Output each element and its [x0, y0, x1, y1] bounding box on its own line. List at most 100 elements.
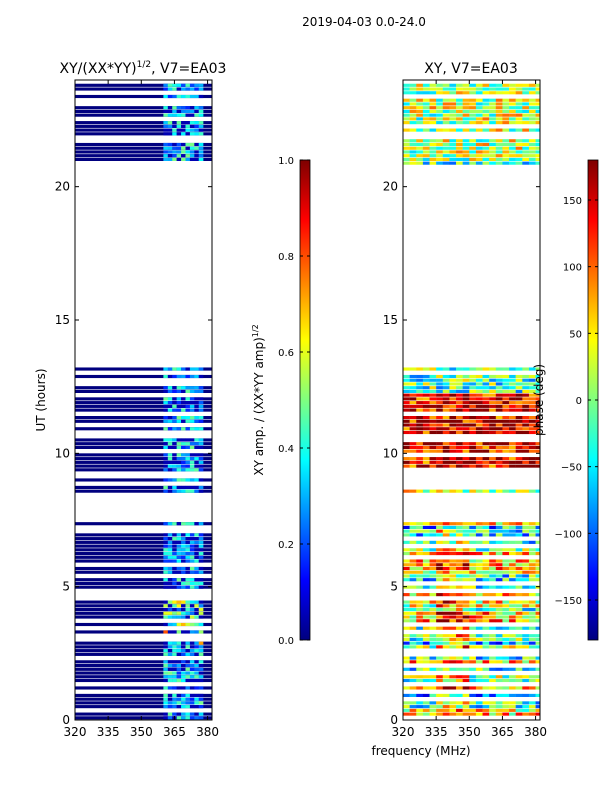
phase-cell: [509, 705, 516, 709]
phase-cell: [403, 529, 410, 533]
phase-cell: [422, 634, 430, 638]
phase-cell: [416, 604, 424, 608]
phase-cell: [449, 404, 457, 408]
phase-cell: [469, 656, 477, 660]
amplitude-cell: [163, 397, 169, 401]
phase-cell: [509, 611, 516, 615]
phase-cell: [462, 382, 470, 386]
phase-cell: [469, 611, 477, 615]
phase-cell: [489, 608, 497, 612]
phase-cell: [469, 578, 477, 582]
phase-cell: [449, 419, 457, 423]
phase-cell: [456, 83, 463, 87]
phase-cell: [436, 686, 443, 690]
phase-cell: [522, 585, 530, 589]
amplitude-base-row: [75, 705, 212, 709]
phase-cell: [535, 427, 540, 431]
amplitude-cell: [176, 611, 182, 615]
phase-cell: [416, 146, 424, 150]
phase-cell: [429, 393, 437, 397]
phase-cell: [535, 386, 540, 390]
amplitude-cell: [198, 442, 204, 446]
phase-cell: [509, 660, 516, 664]
phase-cell: [489, 641, 497, 645]
amplitude-cell: [163, 367, 169, 371]
amplitude-cell: [172, 374, 177, 379]
amplitude-cell: [172, 106, 177, 110]
phase-cell: [502, 157, 510, 161]
phase-cell: [482, 645, 490, 649]
phase-cell: [475, 626, 483, 630]
phase-cell: [522, 705, 530, 709]
phase-cell: [495, 559, 503, 563]
amplitude-cell: [194, 83, 199, 87]
phase-cell: [442, 548, 450, 552]
amplitude-cell: [167, 408, 173, 412]
phase-cell: [495, 150, 503, 154]
amplitude-cell: [181, 397, 186, 401]
amplitude-cell: [172, 570, 177, 574]
amplitude-cell: [172, 675, 177, 679]
phase-cell: [528, 686, 536, 690]
phase-cell: [495, 533, 503, 537]
phase-cell: [489, 559, 497, 563]
phase-cell: [403, 397, 410, 401]
phase-cell: [482, 578, 490, 582]
phase-cell: [475, 457, 483, 461]
phase-cell: [449, 449, 457, 453]
amplitude-cell: [172, 693, 177, 697]
phase-cell: [482, 641, 490, 645]
phase-cell: [449, 634, 457, 638]
amplitude-cell: [167, 533, 173, 537]
amplitude-cell: [172, 113, 177, 117]
phase-cell: [416, 578, 424, 582]
phase-cell: [482, 445, 490, 449]
phase-cell: [409, 600, 417, 604]
amplitude-cell: [185, 533, 191, 537]
phase-cell: [456, 382, 463, 386]
amplitude-cell: [189, 408, 195, 412]
phase-cell: [469, 525, 477, 529]
phase-cell: [509, 563, 516, 567]
amplitude-cell: [189, 468, 195, 472]
phase-cell: [456, 708, 463, 712]
amplitude-cell: [176, 416, 182, 420]
phase-cell: [495, 83, 503, 87]
amplitude-cell: [163, 641, 169, 645]
amplitude-cell: [189, 555, 195, 559]
phase-cell: [422, 408, 430, 412]
phase-cell: [502, 667, 510, 671]
phase-cell: [489, 427, 497, 431]
amplitude-cell: [198, 146, 204, 150]
phase-cell: [502, 533, 510, 537]
phase-cell: [475, 401, 483, 405]
amplitude-cell: [198, 630, 204, 634]
amplitude-cell: [181, 106, 186, 110]
amplitude-cell: [194, 438, 199, 442]
amplitude-cell: [167, 124, 173, 128]
phase-cell: [436, 146, 443, 150]
phase-cell: [436, 401, 443, 405]
phase-cell: [528, 389, 536, 393]
phase-cell: [495, 712, 503, 716]
amplitude-cell: [181, 83, 186, 87]
amplitude-cell: [172, 419, 177, 423]
phase-cell: [442, 150, 450, 154]
phase-cell: [416, 559, 424, 563]
phase-cell: [456, 423, 463, 427]
phase-cell: [409, 161, 417, 165]
amplitude-cell: [189, 544, 195, 548]
amplitude-cell: [198, 652, 204, 656]
phase-cell: [522, 419, 530, 423]
phase-cell: [456, 401, 463, 405]
phase-cell: [462, 419, 470, 423]
phase-cell: [535, 611, 540, 615]
phase-cell: [495, 686, 503, 690]
phase-cell: [416, 585, 424, 589]
phase-cell: [495, 641, 503, 645]
phase-cell: [416, 705, 424, 709]
phase-cell: [522, 566, 530, 571]
phase-cell: [409, 460, 417, 464]
phase-cell: [436, 419, 443, 423]
phase-cell: [509, 157, 516, 161]
